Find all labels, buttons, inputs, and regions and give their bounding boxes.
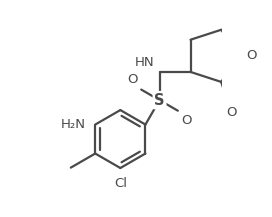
Text: O: O: [181, 114, 191, 127]
Text: O: O: [128, 73, 138, 86]
Text: HN: HN: [135, 56, 155, 69]
Text: S: S: [154, 93, 165, 108]
Text: O: O: [246, 49, 257, 62]
Text: H₂N: H₂N: [61, 118, 86, 131]
Text: Cl: Cl: [114, 178, 127, 190]
Text: O: O: [226, 106, 236, 119]
